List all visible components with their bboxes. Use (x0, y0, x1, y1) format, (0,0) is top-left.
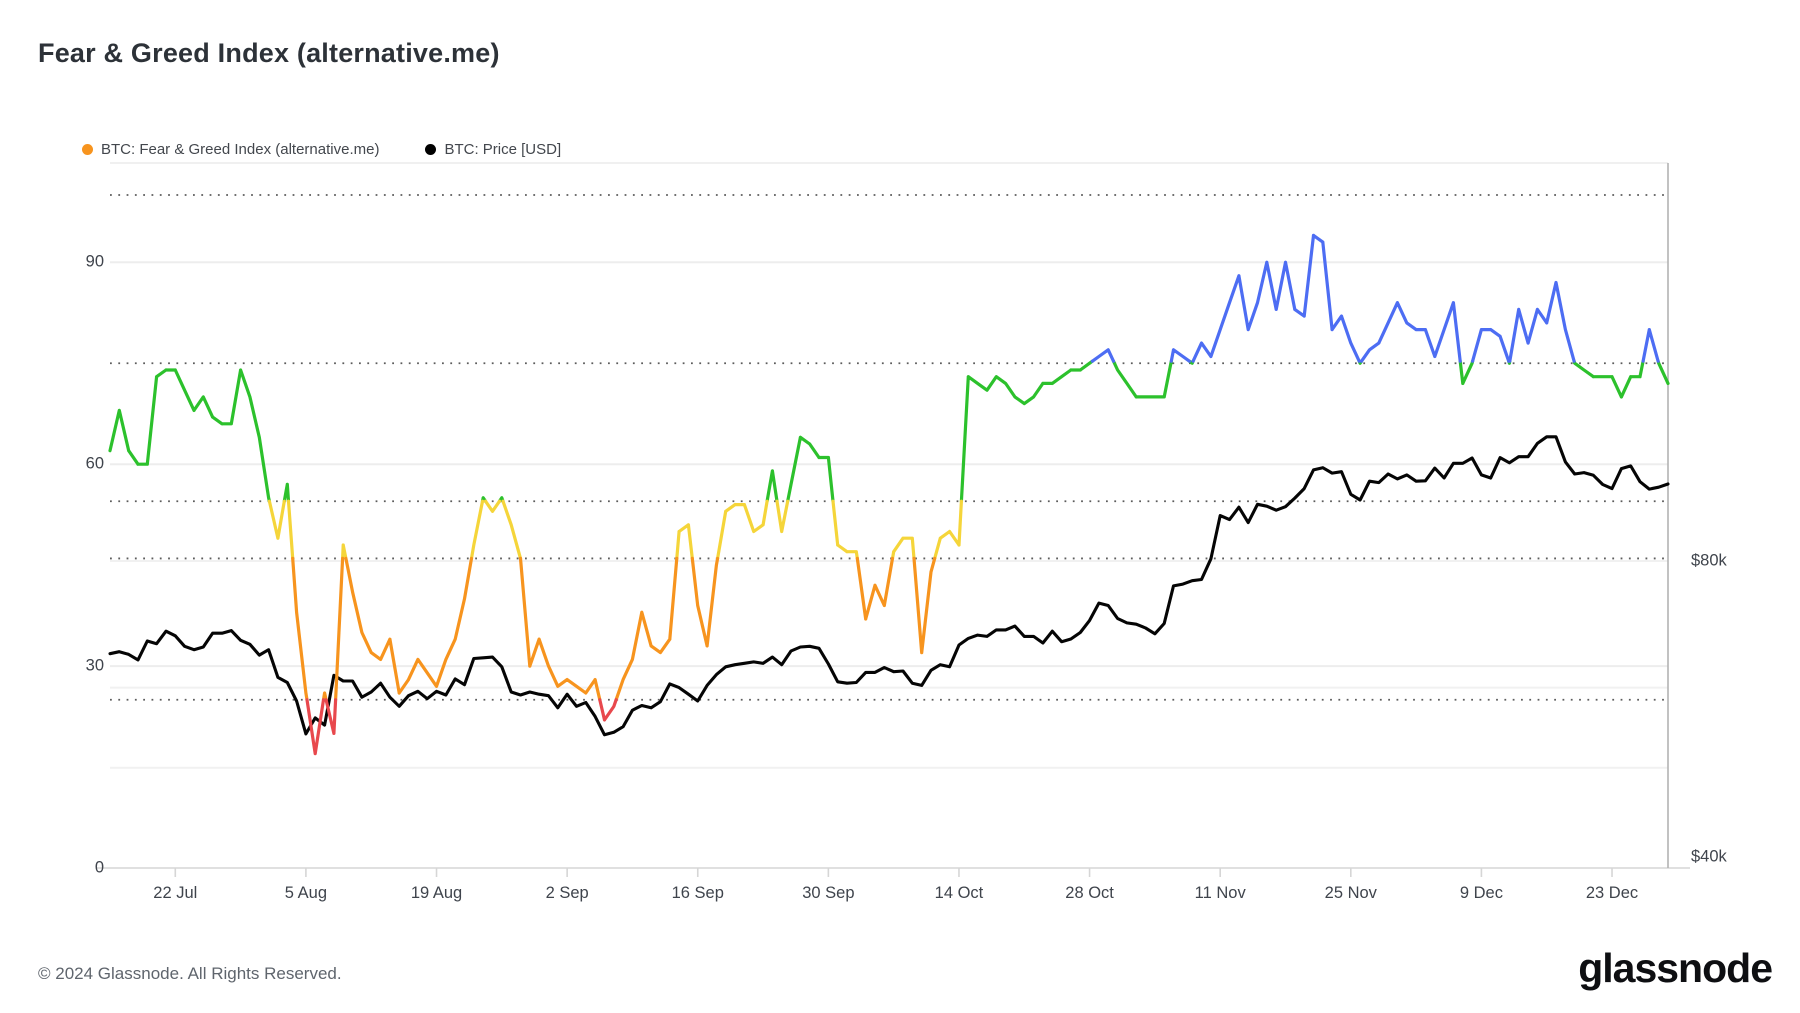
btc-price-line (108, 435, 1670, 737)
x-axis-tick-5-aug: 5 Aug (284, 884, 328, 902)
y-axis-left-tick-60: 60 (85, 454, 104, 473)
x-axis-tick-9-dec: 9 Dec (1459, 884, 1503, 902)
x-axis-tick-30-sep: 30 Sep (802, 884, 855, 902)
y-axis-right-tick-80k: $80k (1691, 551, 1727, 570)
dotted-threshold-lines (110, 194, 1668, 701)
copyright-text: © 2024 Glassnode. All Rights Reserved. (38, 964, 342, 983)
legend-label-btc-price: BTC: Price [USD] (444, 141, 562, 158)
x-axis-tick-22-jul: 22 Jul (153, 884, 198, 902)
x-axis-tick-16-sep: 16 Sep (671, 884, 724, 902)
x-axis-tick-19-aug: 19 Aug (410, 884, 463, 902)
x-axis-tick-23-dec: 23 Dec (1585, 884, 1639, 902)
x-axis-tick-2-sep: 2 Sep (545, 884, 589, 902)
fear-greed-index-line (108, 233, 1670, 756)
glassnode-logo[interactable]: glassnode (1578, 945, 1773, 991)
legend: BTC: Fear & Greed Index (alternative.me)… (82, 141, 561, 158)
x-axis-tick-11-nov: 11 Nov (1194, 884, 1246, 902)
legend-dot-btc-price-icon (425, 144, 437, 155)
y-axis-right-tick-40k: $40k (1691, 847, 1727, 866)
x-axis-tick-25-nov: 25 Nov (1324, 884, 1377, 902)
y-axis-left-tick-0: 0 (94, 858, 104, 877)
legend-label-fear-greed: BTC: Fear & Greed Index (alternative.me) (101, 141, 380, 158)
legend-dot-fear-greed-icon (82, 144, 93, 155)
axis-lines (96, 163, 1690, 877)
x-axis-tick-14-oct: 14 Oct (934, 884, 984, 902)
y-axis-left-tick-30: 30 (85, 656, 104, 675)
legend-item-btc-price[interactable]: BTC: Price [USD] (425, 141, 561, 158)
x-axis-tick-28-oct: 28 Oct (1065, 884, 1114, 902)
gridlines (110, 162, 1668, 769)
legend-item-fear-greed[interactable]: BTC: Fear & Greed Index (alternative.me) (82, 141, 379, 158)
y-axis-left-tick-90: 90 (85, 252, 104, 271)
page-title: Fear & Greed Index (alternative.me) (38, 38, 500, 68)
